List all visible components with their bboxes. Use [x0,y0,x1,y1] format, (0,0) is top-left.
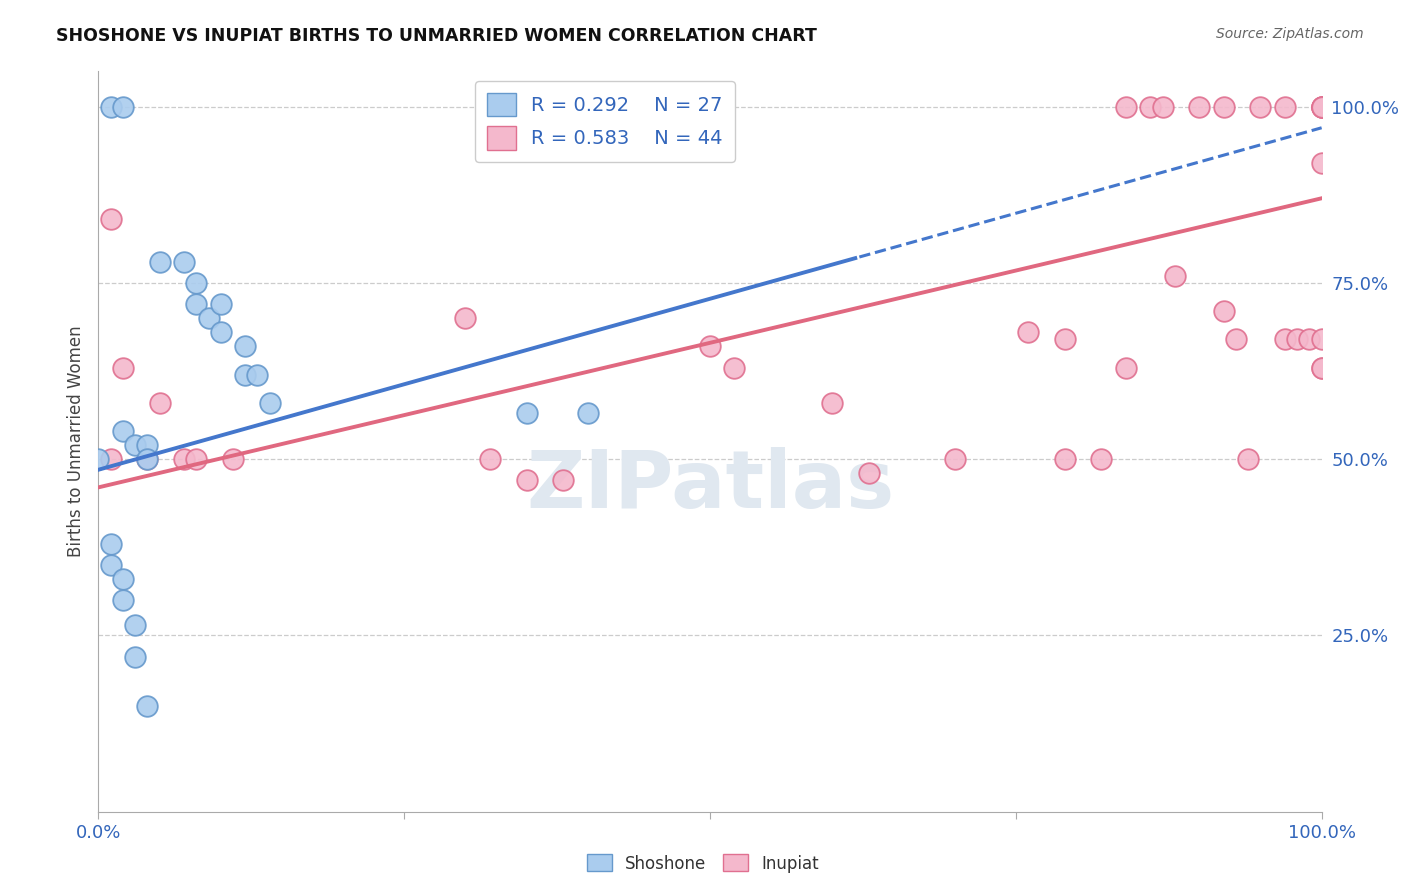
Point [136,452,159,467]
Point [111,424,134,438]
Point [197,311,219,326]
Point [186,297,208,311]
Point [1212,304,1234,318]
Point [1152,100,1174,114]
Point [100,537,122,551]
Point [100,100,122,114]
Point [149,396,172,410]
Point [1188,100,1211,114]
Point [100,452,122,467]
Point [173,254,195,268]
Point [553,473,575,487]
Point [515,473,537,487]
Point [1017,325,1039,339]
Point [1274,332,1296,346]
Point [149,254,172,268]
Point [186,452,208,467]
Point [186,276,208,290]
Point [1310,100,1333,114]
Point [1115,360,1137,375]
Point [1139,100,1161,114]
Point [173,452,195,467]
Point [723,360,745,375]
Point [100,212,122,227]
Point [1249,100,1271,114]
Point [222,452,245,467]
Point [136,452,159,467]
Point [1225,332,1247,346]
Text: SHOSHONE VS INUPIAT BIRTHS TO UNMARRIED WOMEN CORRELATION CHART: SHOSHONE VS INUPIAT BIRTHS TO UNMARRIED … [56,27,817,45]
Point [699,339,721,353]
Legend: Shoshone, Inupiat: Shoshone, Inupiat [581,847,825,880]
Point [100,558,122,572]
Legend: R = 0.292    N = 27, R = 0.583    N = 44: R = 0.292 N = 27, R = 0.583 N = 44 [475,81,735,161]
Point [1310,100,1333,114]
Point [943,452,966,467]
Y-axis label: Births to Unmarried Women: Births to Unmarried Women [66,326,84,558]
Point [209,297,232,311]
Text: Source: ZipAtlas.com: Source: ZipAtlas.com [1216,27,1364,41]
Point [124,438,146,452]
Point [124,618,146,632]
Point [1298,332,1320,346]
Point [111,572,134,586]
Text: ZIPatlas: ZIPatlas [526,447,894,525]
Point [136,438,159,452]
Point [87,452,110,467]
Point [111,593,134,607]
Point [233,368,256,382]
Point [454,311,477,326]
Point [1310,156,1333,170]
Point [1310,360,1333,375]
Point [111,100,134,114]
Point [1310,360,1333,375]
Point [124,649,146,664]
Point [1274,100,1296,114]
Point [858,467,880,481]
Point [515,406,537,420]
Point [1237,452,1260,467]
Point [576,406,599,420]
Point [111,360,134,375]
Point [259,396,281,410]
Point [1310,332,1333,346]
Point [209,325,232,339]
Point [1212,100,1234,114]
Point [1090,452,1112,467]
Point [1053,332,1076,346]
Point [1164,268,1187,283]
Point [1310,100,1333,114]
Point [1310,100,1333,114]
Point [246,368,269,382]
Point [1053,452,1076,467]
Point [821,396,844,410]
Point [136,698,159,713]
Point [478,452,501,467]
Point [1286,332,1309,346]
Point [1115,100,1137,114]
Point [233,339,256,353]
